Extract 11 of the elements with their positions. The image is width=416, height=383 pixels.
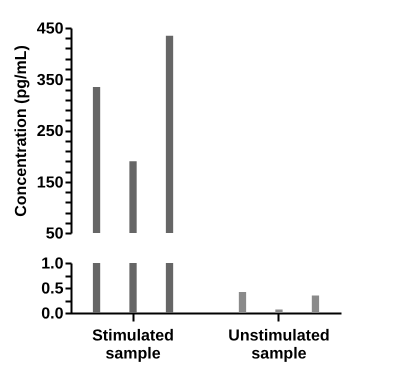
y-tick-label: 450 — [36, 20, 64, 38]
x-tick-label: Stimulated sample — [92, 328, 174, 362]
y-axis-title: Concentration (pg/mL) — [12, 45, 30, 217]
y-tick-label: 150 — [36, 174, 64, 192]
y-tick-label: 50 — [46, 226, 64, 242]
x-tick-label: Unstimulated sample — [228, 328, 330, 362]
y-tick-label: 0.5 — [41, 280, 64, 298]
y-tick-label: 0.0 — [41, 306, 64, 322]
y-tick-label: 250 — [36, 123, 64, 140]
y-tick-label: 350 — [36, 72, 64, 89]
y-tick-label: 1.0 — [41, 256, 64, 272]
